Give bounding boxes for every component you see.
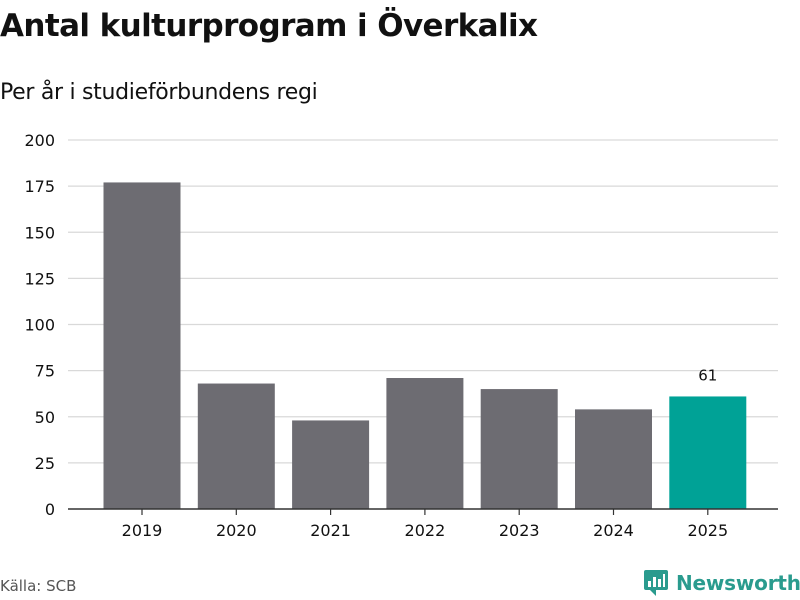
y-axis-ticks: 0 25 50 75 100 125 150 175 200 <box>24 131 55 519</box>
bar-2021 <box>292 420 370 509</box>
bar-2020 <box>197 383 275 509</box>
y-tick-label: 150 <box>24 223 55 242</box>
y-tick-label: 50 <box>35 408 55 427</box>
bar-2024 <box>575 409 652 509</box>
y-tick-label: 0 <box>45 500 55 519</box>
chart-subtitle: Per år i studieförbundens regi <box>0 80 318 105</box>
data-labels: 61 <box>698 366 717 384</box>
bar-2019 <box>103 182 181 509</box>
x-tick-label: 2019 <box>122 521 163 540</box>
newsworthy-logo-icon <box>644 570 668 596</box>
x-tick-label: 2025 <box>687 521 728 540</box>
data-label: 61 <box>698 366 717 384</box>
bar-2025 <box>669 396 747 509</box>
brand: Newsworthy <box>644 570 800 596</box>
x-tick-label: 2021 <box>310 521 351 540</box>
chart-title: Antal kulturprogram i Överkalix <box>0 8 538 44</box>
gridlines <box>68 139 778 464</box>
x-tick-label: 2022 <box>405 521 446 540</box>
bar-2022 <box>386 378 464 509</box>
x-axis-ticks: 2019 2020 2021 2022 2023 2024 2025 <box>122 509 728 540</box>
y-tick-label: 100 <box>24 316 55 335</box>
y-tick-label: 175 <box>24 177 55 196</box>
y-tick-label: 200 <box>24 131 55 150</box>
source-note: Källa: SCB <box>0 577 77 595</box>
y-tick-label: 125 <box>24 269 55 288</box>
x-tick-label: 2024 <box>593 521 634 540</box>
brand-name: Newsworthy <box>676 571 800 595</box>
y-tick-label: 25 <box>35 454 55 473</box>
bars <box>103 182 747 509</box>
x-tick-label: 2020 <box>216 521 257 540</box>
bar-2023 <box>480 389 558 509</box>
x-tick-label: 2023 <box>499 521 540 540</box>
y-tick-label: 75 <box>35 362 55 381</box>
